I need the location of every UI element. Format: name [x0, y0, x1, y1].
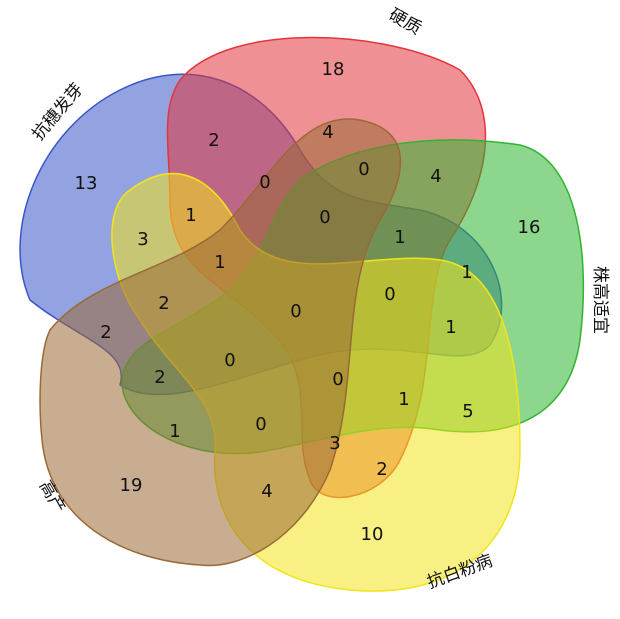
- region-count: 19: [120, 475, 143, 496]
- region-count: 1: [394, 227, 405, 248]
- region-count: 10: [361, 524, 384, 545]
- region-count: 2: [100, 322, 111, 343]
- region-count: 1: [185, 205, 196, 226]
- region-count: 1: [169, 421, 180, 442]
- region-count: 2: [154, 367, 165, 388]
- set-label: 株高适宜: [590, 266, 610, 334]
- region-count: 4: [322, 122, 333, 143]
- region-count: 0: [358, 159, 369, 180]
- region-count: 0: [255, 414, 266, 435]
- set-shape: [39, 118, 402, 567]
- region-count: 3: [329, 433, 340, 454]
- region-count: 0: [384, 284, 395, 305]
- region-count: 18: [322, 59, 345, 80]
- region-count: 0: [259, 172, 270, 193]
- region-count: 2: [208, 130, 219, 151]
- region-count: 0: [319, 207, 330, 228]
- region-count: 4: [430, 166, 441, 187]
- region-count: 0: [224, 350, 235, 371]
- region-count: 1: [461, 262, 472, 283]
- region-count: 5: [462, 401, 473, 422]
- region-count: 4: [261, 481, 272, 502]
- region-count: 13: [75, 173, 98, 194]
- region-count: 3: [137, 229, 148, 250]
- region-count: 16: [518, 217, 541, 238]
- region-count: 2: [376, 459, 387, 480]
- set-label: 硬质: [385, 5, 424, 39]
- region-count: 1: [398, 389, 409, 410]
- region-count: 1: [214, 252, 225, 273]
- region-count: 0: [290, 301, 301, 322]
- region-count: 0: [332, 369, 343, 390]
- region-count: 1: [445, 317, 456, 338]
- region-count: 2: [158, 293, 169, 314]
